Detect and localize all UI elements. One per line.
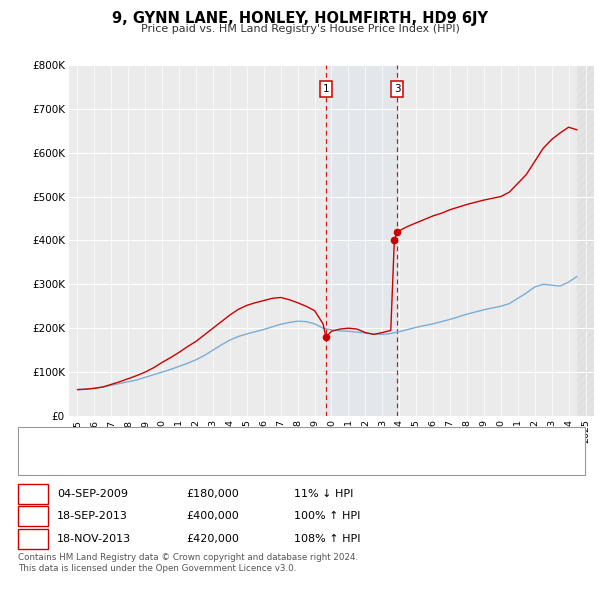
- Text: 108% ↑ HPI: 108% ↑ HPI: [294, 534, 361, 543]
- Text: 04-SEP-2009: 04-SEP-2009: [57, 489, 128, 499]
- Text: This data is licensed under the Open Government Licence v3.0.: This data is licensed under the Open Gov…: [18, 565, 296, 573]
- Text: 3: 3: [29, 532, 37, 545]
- Text: 18-NOV-2013: 18-NOV-2013: [57, 534, 131, 543]
- Text: Contains HM Land Registry data © Crown copyright and database right 2024.: Contains HM Land Registry data © Crown c…: [18, 553, 358, 562]
- Text: 1: 1: [29, 487, 37, 500]
- Text: 1: 1: [323, 84, 329, 94]
- Text: 3: 3: [394, 84, 401, 94]
- Text: £180,000: £180,000: [186, 489, 239, 499]
- Text: HPI: Average price, detached house, Kirklees: HPI: Average price, detached house, Kirk…: [40, 461, 264, 471]
- Text: 18-SEP-2013: 18-SEP-2013: [57, 512, 128, 521]
- Bar: [577, 65, 594, 416]
- Text: 2: 2: [29, 510, 37, 523]
- Bar: [326, 65, 397, 416]
- Text: 11% ↓ HPI: 11% ↓ HPI: [294, 489, 353, 499]
- Text: 9, GYNN LANE, HONLEY, HOLMFIRTH, HD9 6JY: 9, GYNN LANE, HONLEY, HOLMFIRTH, HD9 6JY: [112, 11, 488, 25]
- Text: 9, GYNN LANE, HONLEY, HOLMFIRTH, HD9 6JY (detached house): 9, GYNN LANE, HONLEY, HOLMFIRTH, HD9 6JY…: [40, 448, 358, 458]
- Text: —: —: [20, 457, 38, 475]
- Text: £420,000: £420,000: [186, 534, 239, 543]
- Text: £400,000: £400,000: [186, 512, 239, 521]
- Text: 100% ↑ HPI: 100% ↑ HPI: [294, 512, 361, 521]
- Text: Price paid vs. HM Land Registry's House Price Index (HPI): Price paid vs. HM Land Registry's House …: [140, 24, 460, 34]
- Text: —: —: [20, 444, 38, 462]
